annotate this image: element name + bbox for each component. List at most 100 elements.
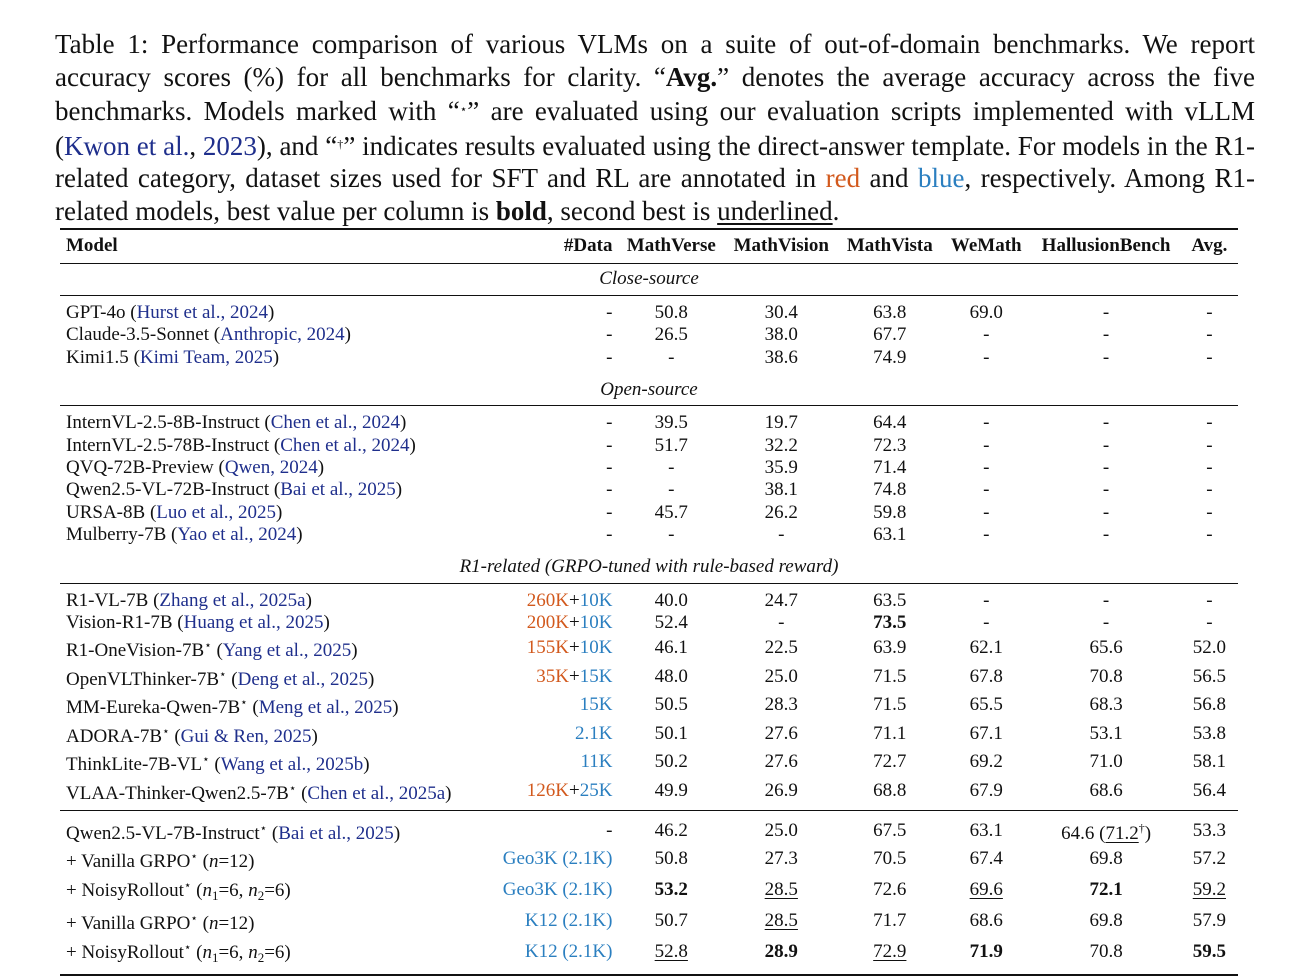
wemath-score-cell: 67.4 <box>941 845 1031 873</box>
model-name: + NoisyRollout <box>66 879 184 901</box>
hallusionbench-score-cell: - <box>1031 524 1180 551</box>
score-value: 68.6 <box>1089 779 1123 801</box>
score-value: - <box>1206 324 1213 346</box>
model-name-cell: ADORA-7B⋆ (Gui & Ren, 2025) <box>66 723 318 747</box>
caption-blue-word: blue <box>917 163 965 194</box>
model-name: MM-Eureka-Qwen-7B <box>66 697 241 719</box>
model-name: + Vanilla GRPO <box>66 851 191 873</box>
citation-link[interactable]: Anthropic, 2024 <box>220 324 345 346</box>
score-value: 52.8 <box>654 941 688 963</box>
wemath-score-cell: 69.0 <box>941 296 1031 325</box>
section-title: Close-source <box>60 263 1238 296</box>
score-value: - <box>1102 501 1110 523</box>
avg-score-cell: 59.2 <box>1181 874 1238 907</box>
citation-link[interactable]: Bai et al., 2025 <box>280 479 396 501</box>
data-size-cell: - <box>606 324 613 346</box>
score-value: 53.2 <box>654 879 688 901</box>
model-name: Vision-R1-7B <box>66 612 173 634</box>
score-value: - <box>1102 324 1110 346</box>
column-header-avg: Avg. <box>1180 228 1238 264</box>
data-size-cell: K12 (2.1K) <box>497 907 619 935</box>
score-value: - <box>668 479 675 501</box>
score-value: 46.2 <box>654 819 688 841</box>
citation-link[interactable]: Chen et al., 2024 <box>270 412 400 434</box>
mathvista-score-cell: 71.4 <box>839 457 942 479</box>
avg-score-cell: 56.5 <box>1181 663 1238 691</box>
citation-link[interactable]: 2023 <box>202 130 257 161</box>
math-var: n <box>208 913 219 935</box>
data-size-cell: - <box>606 302 613 323</box>
wemath-score-cell: - <box>941 406 1031 435</box>
sft-data-size: 155K <box>526 637 570 659</box>
hallusionbench-score-cell: - <box>1031 347 1180 374</box>
caption-red-word: red <box>825 163 861 194</box>
mathverse-score-cell: 39.5 <box>618 406 724 435</box>
citation-link[interactable]: Gui & Ren, 2025 <box>180 725 312 747</box>
score-value: 72.1 <box>1089 879 1123 901</box>
score-value: 19.7 <box>764 412 798 434</box>
citation-link[interactable]: Bai et al., 2025 <box>278 822 394 844</box>
sft-data-size: 35K <box>536 665 570 687</box>
citation-link[interactable]: Deng et al., 2025 <box>237 668 368 690</box>
hallusionbench-score-cell: 70.8 <box>1031 935 1181 976</box>
citation-link[interactable]: Meng et al., 2025 <box>258 697 393 719</box>
citation-link[interactable]: Zhang et al., 2025a <box>159 589 306 611</box>
wemath-score-cell: - <box>941 457 1031 479</box>
score-value: 32.2 <box>764 434 798 456</box>
data-size-cell: 2.1K <box>497 720 619 748</box>
avg-score-cell: 52.0 <box>1181 634 1238 662</box>
score-value: 50.8 <box>654 302 688 323</box>
avg-score-cell: - <box>1181 435 1238 457</box>
citation-link[interactable]: Huang et al., 2025 <box>183 612 324 634</box>
citation-link[interactable]: Luo et al., 2025 <box>156 501 277 523</box>
score-value: - <box>1102 524 1110 546</box>
avg-score-cell: 58.1 <box>1181 748 1238 776</box>
wemath-score-cell: 65.5 <box>941 691 1031 719</box>
citation-link[interactable]: Qwen, 2024 <box>224 457 318 479</box>
model-name-cell: InternVL-2.5-78B-Instruct (Chen et al., … <box>66 434 416 456</box>
caption-text: . <box>832 195 840 226</box>
score-value: 63.1 <box>873 524 907 546</box>
score-value: 30.4 <box>764 302 798 323</box>
hallusionbench-score-cell: 68.3 <box>1031 691 1180 719</box>
citation-link[interactable]: Chen et al., 2024 <box>280 434 410 456</box>
score-value: 69.8 <box>1089 910 1123 932</box>
score-value: 73.5 <box>873 612 907 634</box>
citation-link[interactable]: Kwon et al. <box>64 130 190 161</box>
table-row: VLAA-Thinker-Qwen2.5-7B⋆ (Chen et al., 2… <box>60 777 1238 811</box>
score-value: - <box>778 612 785 634</box>
model-name: URSA-8B <box>66 501 146 523</box>
score-value: 50.1 <box>654 722 688 744</box>
citation-link[interactable]: Wang et al., 2025b <box>220 754 364 776</box>
table-row: InternVL-2.5-78B-Instruct (Chen et al., … <box>60 435 1238 457</box>
rl-data-size: Geo3K (2.1K) <box>502 879 613 901</box>
score-value: 39.5 <box>654 412 688 434</box>
mathvista-score-cell: 63.9 <box>839 634 942 662</box>
score-value: 40.0 <box>654 589 688 611</box>
score-value: 71.1 <box>873 722 907 744</box>
citation-link[interactable]: Yao et al., 2024 <box>177 524 297 546</box>
mathverse-score-cell: 53.2 <box>618 874 724 907</box>
score-value: - <box>1102 457 1110 479</box>
citation-link[interactable]: Hurst et al., 2024 <box>136 302 268 323</box>
model-name-cell: QVQ-72B-Preview (Qwen, 2024) <box>66 457 325 479</box>
citation-link[interactable]: Yang et al., 2025 <box>222 640 352 662</box>
score-value: - <box>983 501 990 523</box>
citation-link[interactable]: Kimi Team, 2025 <box>139 346 273 368</box>
score-value: 53.8 <box>1192 722 1226 744</box>
mathverse-score-cell: 51.7 <box>618 435 724 457</box>
caption-text: Performance comparison of various VLMs o… <box>55 29 1256 92</box>
hallusionbench-score-cell: 70.8 <box>1031 663 1180 691</box>
citation-link[interactable]: Chen et al., 2025a <box>307 782 446 804</box>
mathverse-score-cell: 49.9 <box>618 777 724 811</box>
avg-score-cell: 53.8 <box>1181 720 1238 748</box>
hallusionbench-score-cell: 65.6 <box>1031 634 1180 662</box>
rl-data-size: 10K <box>579 612 613 634</box>
section-header-row: Open-source <box>60 374 1238 407</box>
score-value: - <box>1102 479 1110 501</box>
data-size-cell: - <box>606 434 613 456</box>
section-title: R1-related (GRPO-tuned with rule-based r… <box>60 551 1238 584</box>
model-name-cell: R1-VL-7B (Zhang et al., 2025a) <box>66 589 312 611</box>
column-header-mathverse: MathVerse <box>618 228 725 264</box>
model-name-cell: OpenVLThinker-7B⋆ (Deng et al., 2025) <box>66 666 375 690</box>
